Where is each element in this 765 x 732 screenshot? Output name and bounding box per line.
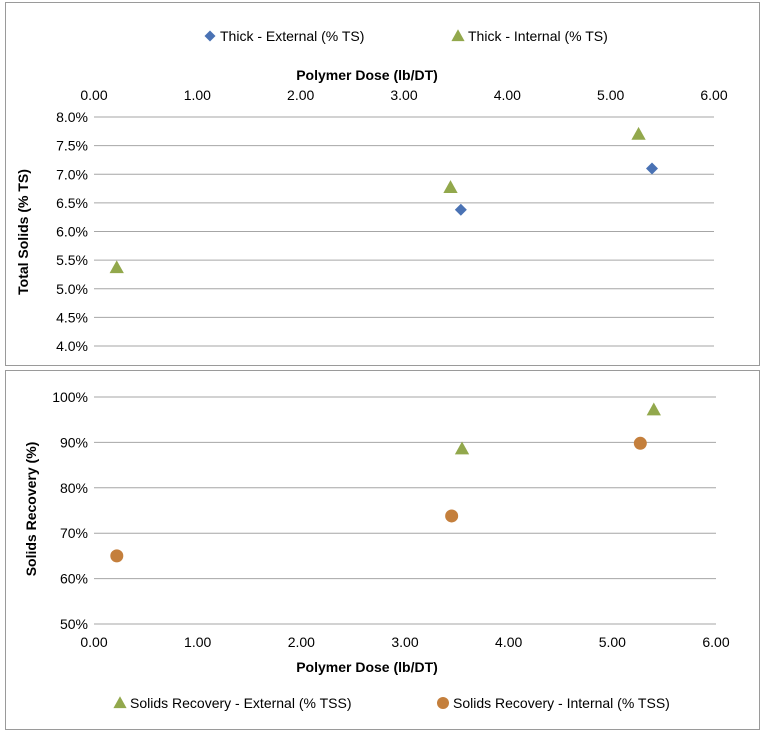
- data-point-total-solids-s0-p1: [646, 162, 658, 175]
- x-tick-label: 6.00: [702, 634, 729, 650]
- data-point-solids-recovery-s0-p0: [454, 441, 470, 455]
- x-tick-label: 1.00: [184, 87, 211, 103]
- x-tick-label: 5.00: [597, 87, 624, 103]
- x-tick-label: 2.00: [287, 87, 314, 103]
- legend-marker-thick-external-diamond: [204, 30, 216, 42]
- data-point-solids-recovery-s1-p1: [445, 509, 459, 523]
- bottom-legend: Solids Recovery - External (% TSS) Solid…: [113, 695, 670, 711]
- legend-label-recovery-internal: Solids Recovery - Internal (% TSS): [453, 695, 670, 711]
- data-point-solids-recovery-s0-p1: [646, 402, 661, 416]
- y-tick-label: 6.5%: [56, 195, 88, 211]
- top-x-axis-title: Polymer Dose (lb/DT): [296, 67, 438, 83]
- legend-label-recovery-external: Solids Recovery - External (% TSS): [130, 695, 351, 711]
- y-tick-label: 70%: [60, 525, 88, 541]
- data-point-total-solids-s1-p1: [443, 180, 458, 194]
- data-point-total-solids-s0-p0: [454, 203, 467, 216]
- x-tick-label: 4.00: [494, 87, 521, 103]
- y-tick-label: 100%: [52, 389, 88, 405]
- total-solids-chart-svg: 0.00 1.00 2.00 3.00 4.00 5.00 6.00 8.0% 7.5% 7.0…: [15, 28, 728, 354]
- y-tick-label: 7.0%: [56, 166, 88, 182]
- top-legend: Thick - External (% TS) Thick - Internal…: [204, 28, 608, 44]
- y-tick-label: 90%: [60, 434, 88, 450]
- data-point-total-solids-s1-p0: [109, 260, 124, 274]
- y-tick-label: 60%: [60, 571, 88, 587]
- legend-label-thick-external: Thick - External (% TS): [220, 28, 364, 44]
- x-tick-label: 2.00: [288, 634, 315, 650]
- legend-marker-recovery-internal-circle: [437, 697, 449, 709]
- y-tick-label: 80%: [60, 480, 88, 496]
- solids-recovery-chart-svg: 0.00 1.00 2.00 3.00 4.00 5.00 6.00 100% 90% 80% 7…: [23, 389, 730, 711]
- y-tick-label: 8.0%: [56, 109, 88, 125]
- chart-panel-solids-recovery: 0.00 1.00 2.00 3.00 4.00 5.00 6.00 100% 90% 80% 7…: [5, 370, 760, 730]
- y-tick-label: 50%: [60, 616, 88, 632]
- data-point-total-solids-s1-p2: [631, 126, 646, 140]
- x-tick-label: 4.00: [495, 634, 522, 650]
- data-point-solids-recovery-s1-p2: [633, 436, 647, 450]
- bottom-x-axis-title: Polymer Dose (lb/DT): [296, 659, 438, 675]
- y-tick-label: 6.0%: [56, 224, 88, 240]
- legend-label-thick-internal: Thick - Internal (% TS): [468, 28, 608, 44]
- x-tick-label: 0.00: [80, 634, 107, 650]
- y-tick-label: 5.0%: [56, 281, 88, 297]
- legend-marker-recovery-external-triangle: [113, 696, 127, 709]
- x-tick-label: 1.00: [184, 634, 211, 650]
- x-tick-label: 3.00: [390, 87, 417, 103]
- x-tick-label: 0.00: [80, 87, 107, 103]
- y-tick-label: 4.0%: [56, 338, 88, 354]
- y-tick-label: 4.5%: [56, 309, 88, 325]
- chart-panel-total-solids: 0.00 1.00 2.00 3.00 4.00 5.00 6.00 8.0% 7.5% 7.0…: [5, 2, 760, 366]
- x-tick-label: 5.00: [599, 634, 626, 650]
- legend-marker-thick-internal-triangle: [451, 29, 465, 42]
- x-tick-label: 6.00: [700, 87, 727, 103]
- y-tick-label: 7.5%: [56, 138, 88, 154]
- x-tick-label: 3.00: [391, 634, 418, 650]
- data-point-solids-recovery-s1-p0: [110, 549, 124, 563]
- top-y-axis-title: Total Solids (% TS): [15, 169, 31, 295]
- bottom-y-axis-title: Solids Recovery (%): [23, 442, 39, 577]
- y-tick-label: 5.5%: [56, 252, 88, 268]
